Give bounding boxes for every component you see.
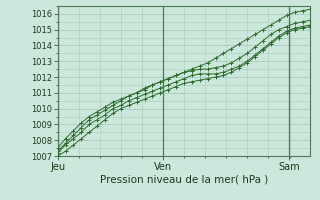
X-axis label: Pression niveau de la mer( hPa ): Pression niveau de la mer( hPa ) xyxy=(100,174,268,184)
